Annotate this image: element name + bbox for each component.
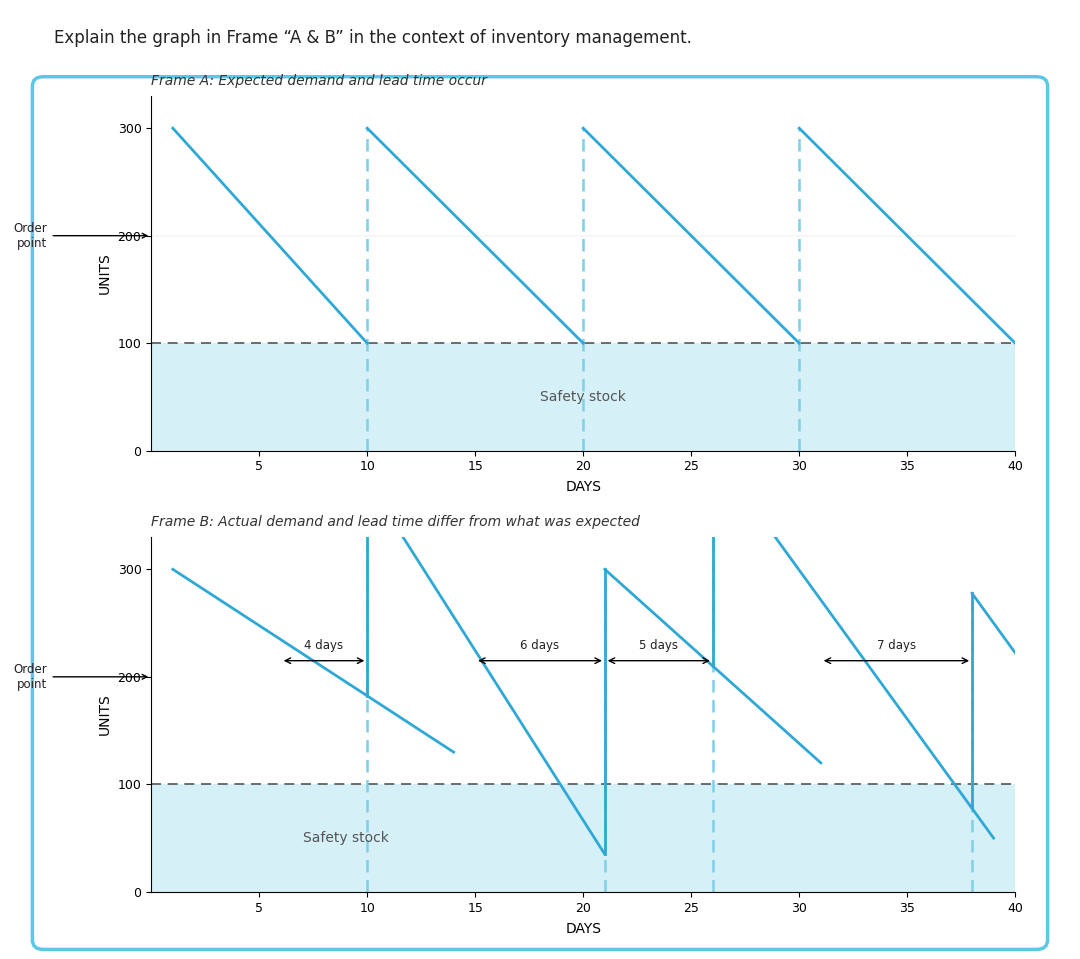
Text: Frame A: Expected demand and lead time occur: Frame A: Expected demand and lead time o… (151, 74, 487, 88)
Text: 7 days: 7 days (877, 639, 916, 652)
FancyBboxPatch shape (32, 77, 1048, 949)
Text: Safety stock: Safety stock (302, 831, 389, 845)
Y-axis label: UNITS: UNITS (98, 252, 112, 294)
Text: 6 days: 6 days (521, 639, 559, 652)
Text: Order
point: Order point (14, 222, 147, 249)
Bar (151, 343, 1015, 451)
Bar (151, 784, 1015, 892)
Text: 4 days: 4 days (305, 639, 343, 652)
Y-axis label: UNITS: UNITS (98, 693, 112, 736)
X-axis label: DAYS: DAYS (565, 480, 602, 495)
X-axis label: DAYS: DAYS (565, 922, 602, 936)
Text: Explain the graph in Frame “A & B” in the context of inventory management.: Explain the graph in Frame “A & B” in th… (54, 29, 692, 47)
Text: Safety stock: Safety stock (540, 390, 626, 404)
Text: Order
point: Order point (14, 663, 147, 690)
Text: 5 days: 5 days (639, 639, 678, 652)
Text: Frame B: Actual demand and lead time differ from what was expected: Frame B: Actual demand and lead time dif… (151, 515, 640, 529)
